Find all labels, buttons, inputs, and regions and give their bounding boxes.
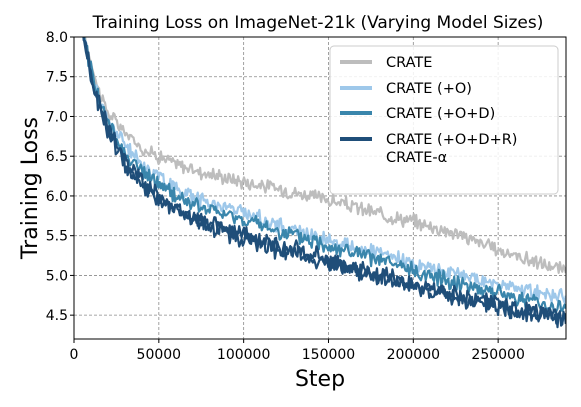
y-tick-label: 5.0	[46, 268, 68, 284]
legend-label: CRATE	[386, 55, 432, 71]
series-line	[82, 37, 566, 304]
legend-label: CRATE (+O+D+R)	[386, 132, 517, 148]
legend-box	[329, 45, 559, 195]
x-tick-label: 0	[70, 347, 79, 363]
x-tick-label: 100000	[217, 347, 270, 363]
x-tick-label: 150000	[302, 347, 355, 363]
x-tick-label: 200000	[387, 347, 440, 363]
y-tick-label: 4.5	[46, 308, 68, 324]
legend: CRATE CRATE (+O) CRATE (+O+D) CRATE (+O+D+R…	[329, 45, 559, 195]
chart-title: Training Loss on ImageNet-21k (Varying M…	[92, 13, 544, 33]
legend-label: CRATE (+O+D)	[386, 106, 495, 122]
y-axis-label: Training Loss	[18, 117, 43, 260]
x-tick-label: 50000	[137, 347, 182, 363]
plot-area	[82, 37, 566, 329]
y-tick-label: 7.0	[46, 109, 68, 125]
x-tick-label: 250000	[471, 347, 524, 363]
y-tick-label: 6.0	[46, 189, 68, 205]
series-line	[82, 37, 566, 329]
y-tick-label: 6.5	[46, 149, 68, 165]
x-axis-label: Step	[295, 367, 345, 392]
series-line	[82, 37, 566, 274]
axis-ticks: 0 50000 100000 150000 200000 250000 4.5 5.0 5.5 6…	[46, 30, 525, 363]
plot-frame	[73, 36, 567, 340]
y-tick-label: 5.5	[46, 229, 68, 245]
y-tick-label: 7.5	[46, 70, 68, 86]
series-line	[83, 37, 566, 314]
series-group	[82, 37, 566, 329]
y-tick-label: 8.0	[46, 30, 68, 46]
legend-label: CRATE-α	[386, 150, 447, 166]
legend-label: CRATE (+O)	[386, 81, 472, 97]
